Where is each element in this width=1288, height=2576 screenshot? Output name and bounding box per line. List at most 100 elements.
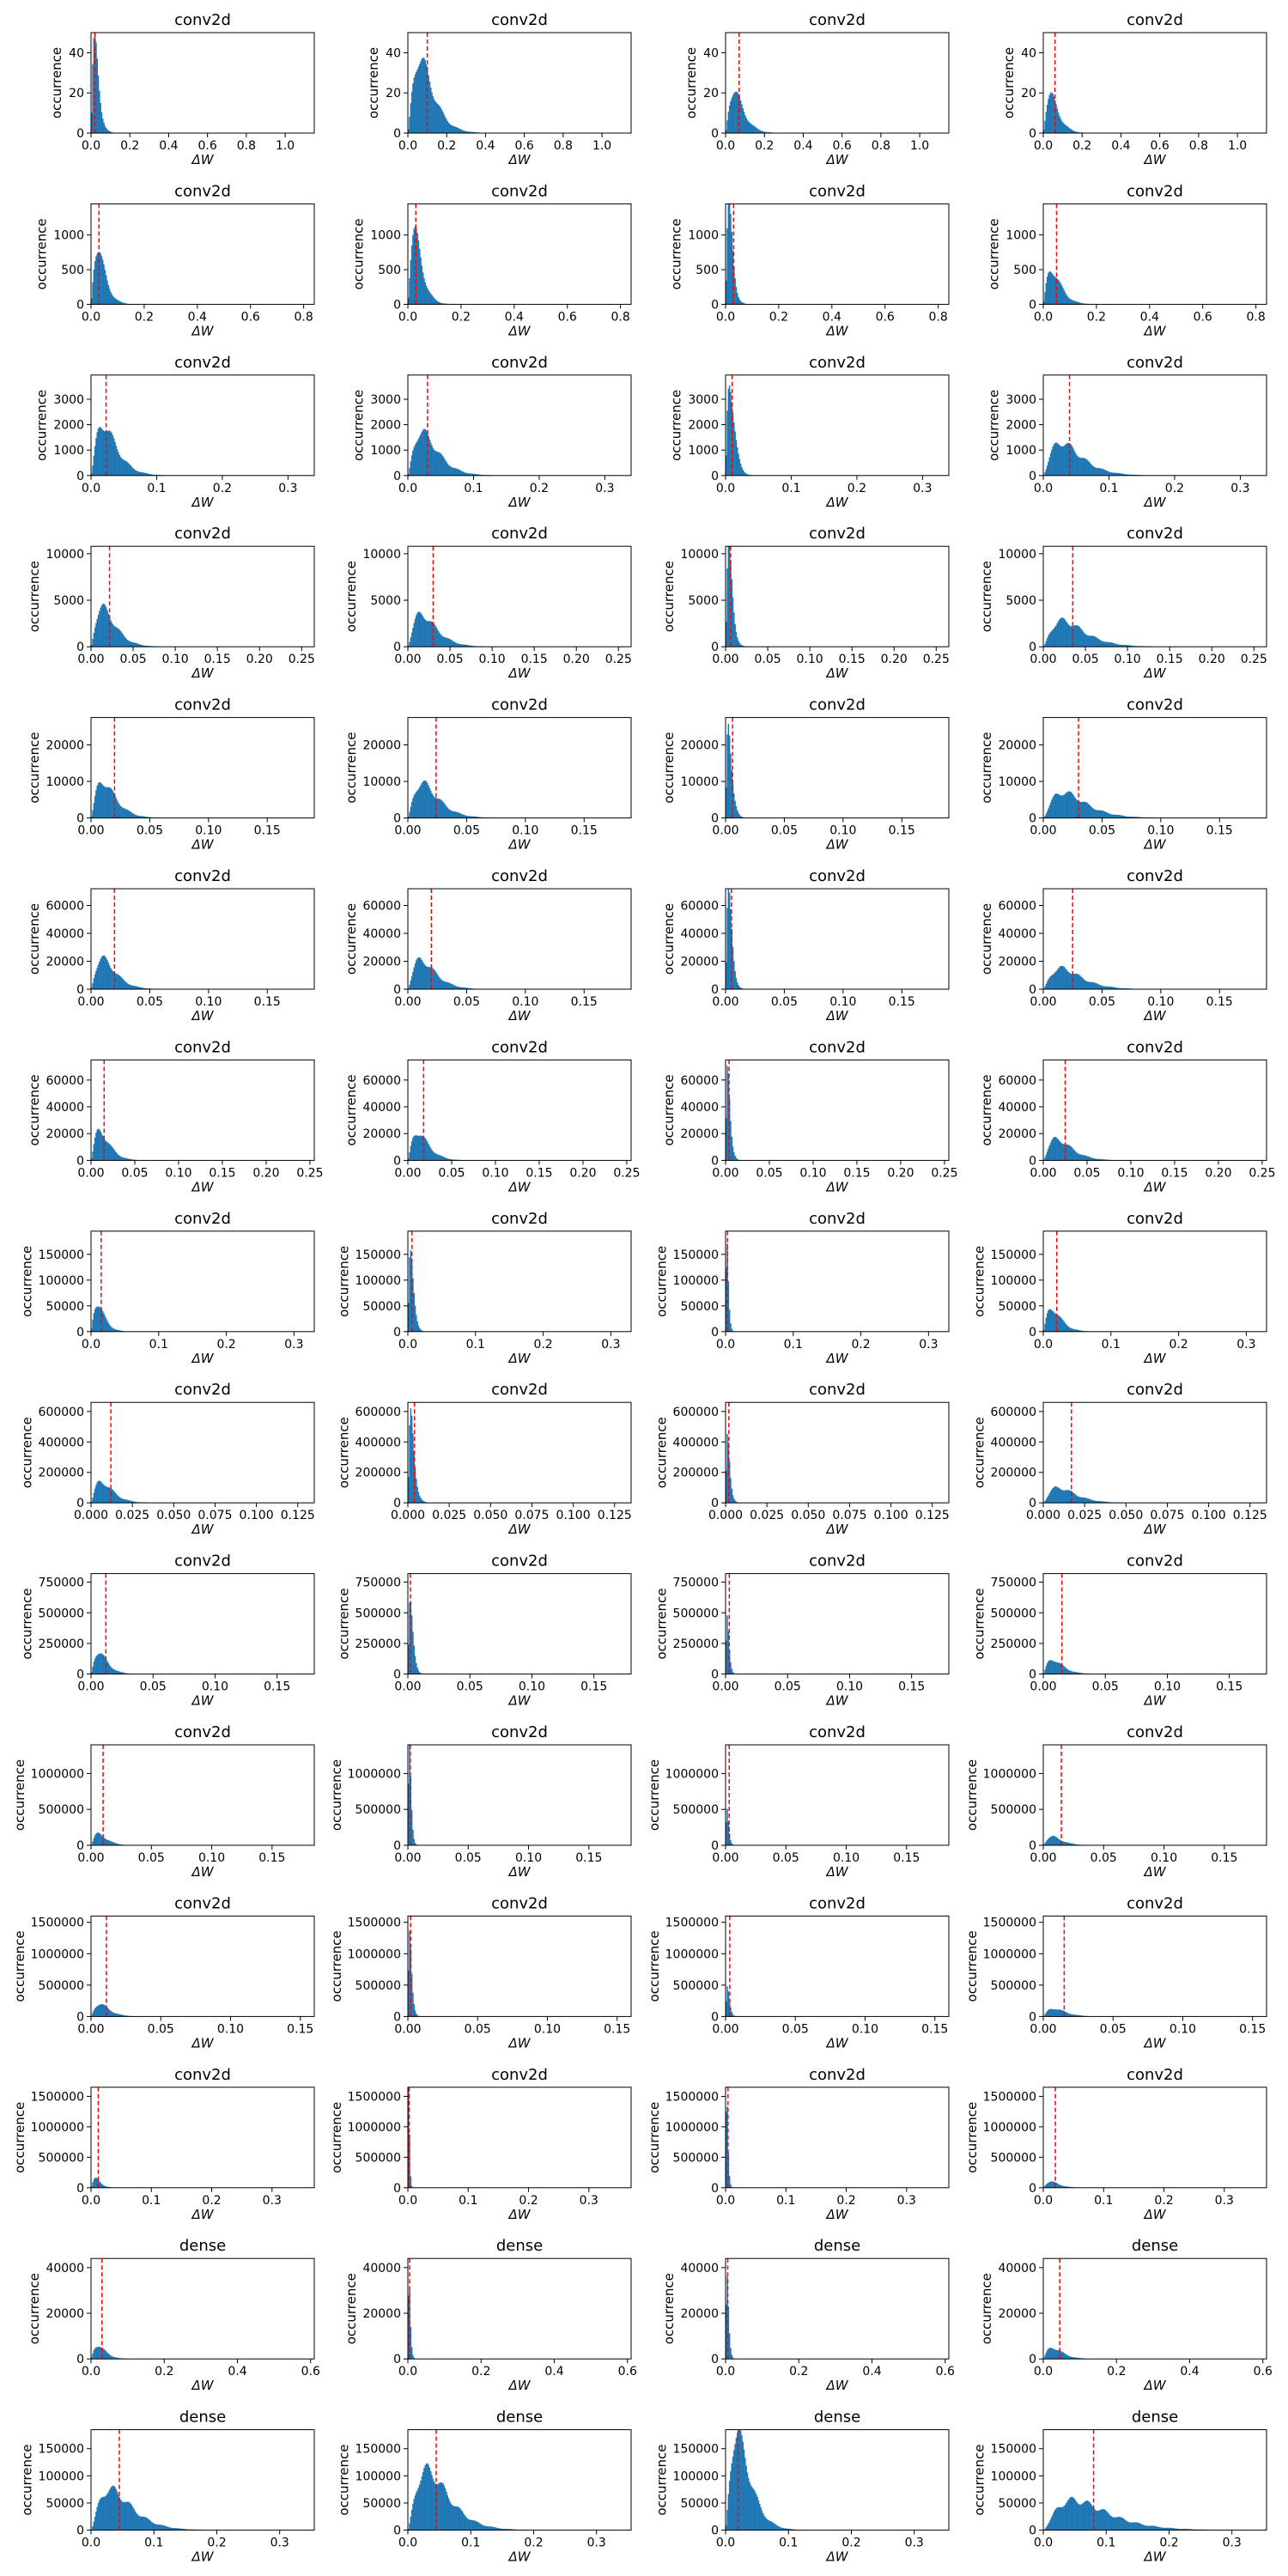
histogram-bar: [412, 1992, 414, 2017]
x-tick-label: 0.00: [394, 995, 421, 1009]
y-tick-label: 0: [76, 1668, 84, 1682]
histogram-bar: [1084, 801, 1086, 818]
histogram-bar: [1171, 2528, 1173, 2530]
x-tick-label: 0.3: [897, 2194, 916, 2208]
histogram-bar: [772, 2522, 775, 2530]
histogram-bar: [1057, 2350, 1060, 2360]
x-tick-label: 0.1: [459, 2194, 477, 2208]
histogram-bar: [110, 1326, 112, 1332]
histogram: [91, 2347, 126, 2360]
histogram-bar: [111, 969, 112, 989]
histogram-bar: [107, 2353, 109, 2360]
histogram-bar: [1048, 2521, 1050, 2530]
histogram-bar: [1045, 469, 1048, 476]
histogram-bar: [419, 1495, 421, 1504]
x-tick-label: 0.0: [716, 482, 735, 495]
histogram-bar: [1078, 2504, 1079, 2530]
axes-frame: [1042, 1573, 1267, 1675]
histogram-bar: [122, 459, 124, 476]
histogram-bar: [97, 76, 100, 133]
histogram-bar: [1091, 807, 1093, 818]
histogram-bar: [734, 1500, 736, 1504]
histogram-bar: [431, 621, 433, 647]
x-axis-label: ΔW: [1143, 1179, 1166, 1194]
histogram-bar: [1086, 981, 1089, 989]
histogram-bar: [1054, 626, 1056, 647]
y-tick-label: 40000: [46, 2262, 84, 2275]
histogram-bar: [115, 1843, 118, 1845]
histogram-bar: [1053, 1137, 1055, 1161]
histogram-bar: [1051, 1489, 1053, 1504]
histogram-bar: [1099, 639, 1101, 647]
histogram-bar: [1074, 2014, 1076, 2017]
x-tick-label: 0.10: [829, 824, 856, 838]
histogram-bar: [421, 960, 423, 989]
subplot-title: conv2d: [809, 1038, 866, 1056]
x-tick-label: 0.00: [712, 824, 738, 838]
x-axis-label: ΔW: [191, 495, 214, 510]
x-tick-label: 0.15: [580, 1680, 607, 1694]
x-tick-label: 0.05: [438, 1166, 465, 1180]
subplot-title: conv2d: [174, 525, 231, 543]
axes-frame: [725, 1744, 950, 1846]
histogram-bar: [726, 1434, 728, 1504]
histogram-bar: [107, 1662, 109, 1674]
histogram-bar: [471, 646, 473, 647]
histogram-bar: [509, 2529, 511, 2530]
histogram-bar: [127, 2501, 130, 2530]
histogram-bar: [143, 987, 145, 989]
y-tick-label: 600000: [39, 1406, 84, 1419]
histogram-bar: [93, 455, 95, 476]
histogram-bar: [104, 1139, 106, 1161]
y-tick-label: 10000: [998, 548, 1036, 562]
histogram-bar: [1113, 814, 1115, 818]
y-tick-label: 500000: [991, 1803, 1036, 1817]
x-tick-label: 0.100: [1192, 1509, 1226, 1522]
subplot-title: conv2d: [491, 1210, 548, 1228]
histogram-bar: [479, 2523, 481, 2530]
axes-frame: [1042, 2087, 1267, 2189]
histogram-bar: [115, 627, 118, 647]
x-tick-label: 0.8: [294, 310, 313, 324]
y-tick-label: 500000: [673, 1979, 719, 1993]
histogram-bar: [107, 2008, 109, 2017]
histogram-bar: [730, 753, 732, 818]
y-tick-label: 1500000: [31, 2090, 84, 2104]
histogram: [408, 1930, 420, 2017]
histogram-bar: [1056, 2183, 1059, 2188]
histogram-bar: [1059, 2184, 1060, 2188]
histogram-bar: [727, 1821, 730, 1845]
histogram-bar: [726, 1615, 728, 1674]
axes-frame: [725, 2257, 950, 2360]
histogram-bar: [143, 472, 145, 476]
histogram-bar: [149, 474, 151, 476]
y-tick-label: 250000: [39, 1637, 84, 1651]
histogram-bar: [422, 617, 424, 647]
histogram-bar: [119, 301, 122, 305]
x-tick-label: 0.6: [241, 310, 260, 324]
histogram-bar: [409, 1930, 410, 2017]
histogram-bar: [410, 2347, 413, 2360]
histogram-bar: [1077, 800, 1078, 818]
histogram-bar: [462, 644, 465, 647]
histogram-bar: [1063, 1841, 1065, 1845]
histogram-bar: [1174, 2528, 1176, 2530]
x-tick-label: 0.025: [432, 1509, 466, 1522]
histogram-bar: [464, 131, 465, 133]
histogram-bar: [1046, 276, 1048, 305]
x-tick-label: 0.6: [301, 2365, 320, 2379]
histogram-bar: [1091, 2505, 1093, 2530]
histogram-bar: [1126, 987, 1127, 989]
histogram-bar: [95, 1656, 97, 1674]
histogram-bar: [1083, 1498, 1085, 1504]
histogram-bar: [1078, 457, 1081, 476]
histogram-bar: [1078, 1330, 1081, 1332]
histogram-bar: [1043, 301, 1045, 305]
histogram-bar: [134, 2511, 137, 2530]
histogram-bar: [142, 987, 144, 989]
x-tick-label: 0.25: [923, 653, 950, 666]
histogram-bar: [408, 1644, 410, 1674]
